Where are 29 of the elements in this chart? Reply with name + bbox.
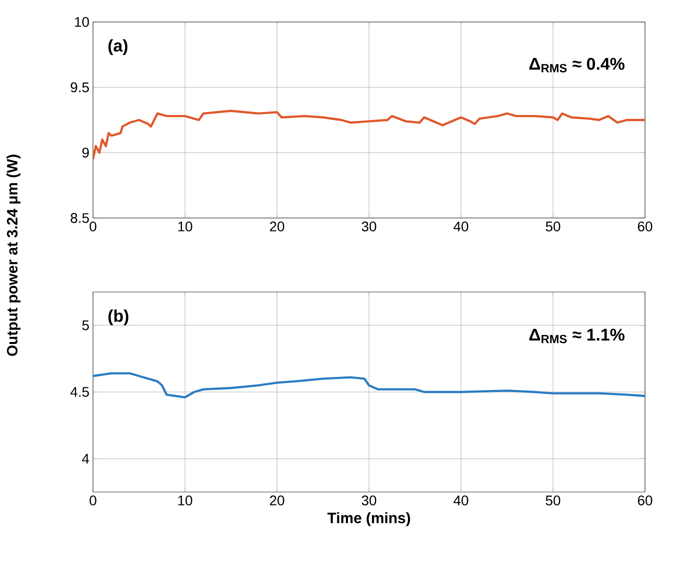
- y-tick-label: 4.5: [70, 387, 89, 397]
- x-tick-label: 0: [90, 222, 96, 232]
- x-tick-label: 10: [178, 496, 192, 506]
- y-tick-label: 10: [75, 17, 89, 27]
- annotation: Δ$_{RMS}$ ≈ 0.4%: [529, 58, 624, 72]
- y-tick-label: 9.5: [70, 82, 89, 92]
- x-tick-label: 30: [362, 222, 376, 232]
- x-tick-label: 20: [270, 222, 284, 232]
- annotation: (a): [108, 39, 128, 56]
- x-tick-label: 0: [90, 496, 96, 506]
- line-series: [93, 110, 646, 160]
- line-series: [93, 372, 646, 398]
- x-tick-label: 60: [638, 222, 652, 232]
- x-tick-label: 40: [454, 496, 468, 506]
- x-tick-label: 50: [546, 496, 560, 506]
- x-tick-label: 60: [638, 496, 652, 506]
- x-axis-title: Time (mins): [327, 512, 410, 526]
- y-tick-label: 8.5: [70, 213, 89, 223]
- y-tick-label: 9: [82, 148, 89, 158]
- annotation: Δ$_{RMS}$ ≈ 1.1%: [529, 328, 624, 344]
- x-tick-label: 40: [454, 222, 468, 232]
- y-axis-title: Output power at 3.24 μm (W): [6, 154, 20, 356]
- x-tick-label: 20: [270, 496, 284, 506]
- y-tick-label: 4: [82, 454, 90, 464]
- annotation: (b): [108, 310, 128, 326]
- x-tick-label: 10: [178, 222, 192, 232]
- x-tick-label: 30: [362, 496, 376, 506]
- x-tick-label: 50: [546, 222, 560, 232]
- y-tick-label: 5: [82, 320, 89, 330]
